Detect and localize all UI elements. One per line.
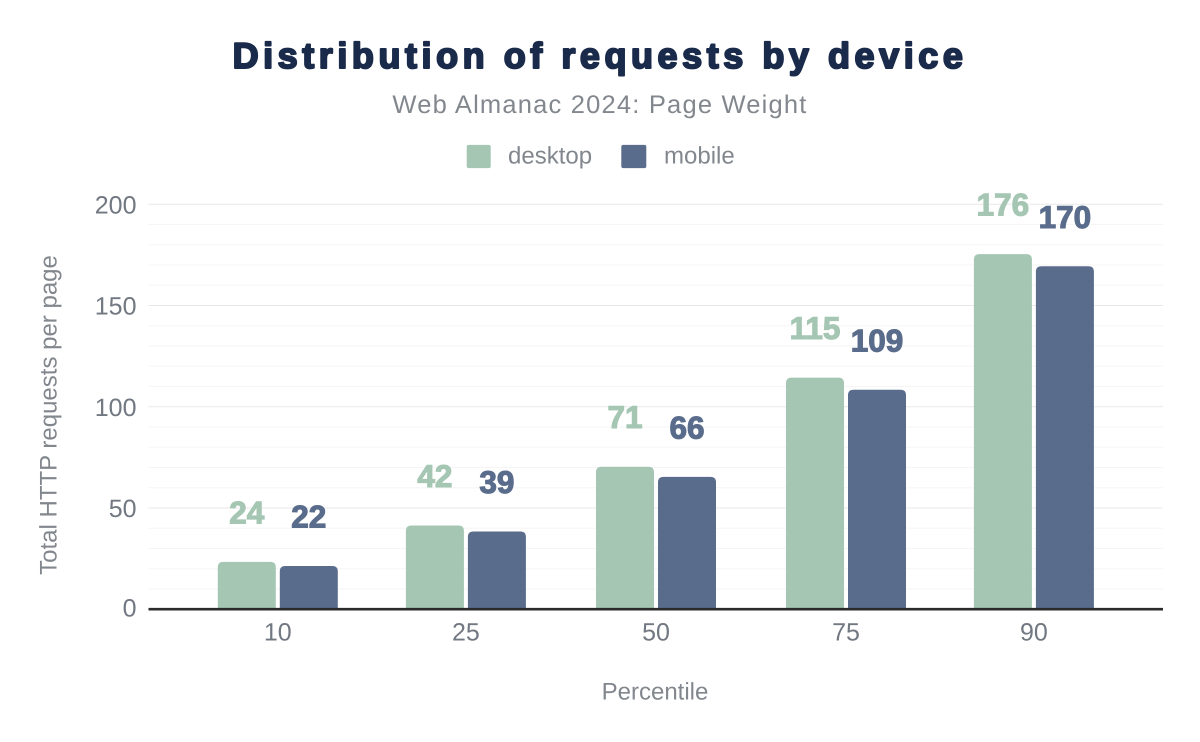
svg-text:150: 150 <box>95 293 137 321</box>
svg-text:Percentile: Percentile <box>602 679 709 706</box>
svg-text:0: 0 <box>123 595 137 623</box>
svg-text:71: 71 <box>607 399 642 435</box>
svg-text:115: 115 <box>790 310 841 346</box>
svg-text:170: 170 <box>1039 199 1092 235</box>
svg-text:50: 50 <box>109 495 137 523</box>
svg-text:22: 22 <box>291 499 326 535</box>
svg-text:24: 24 <box>229 494 265 530</box>
svg-text:176: 176 <box>977 187 1030 223</box>
svg-text:39: 39 <box>479 464 514 500</box>
svg-text:Web Almanac 2024: Page Weight: Web Almanac 2024: Page Weight <box>392 91 807 119</box>
svg-text:mobile: mobile <box>664 143 735 170</box>
svg-text:Distribution of requests by de: Distribution of requests by device <box>233 35 968 76</box>
svg-text:desktop: desktop <box>508 143 592 170</box>
svg-text:10: 10 <box>264 618 292 646</box>
svg-text:25: 25 <box>452 618 480 646</box>
svg-text:109: 109 <box>851 322 904 358</box>
svg-text:200: 200 <box>95 192 137 220</box>
svg-text:42: 42 <box>417 458 452 494</box>
svg-text:100: 100 <box>95 394 137 422</box>
svg-text:50: 50 <box>642 618 670 646</box>
svg-text:75: 75 <box>832 618 860 646</box>
svg-text:66: 66 <box>669 409 704 445</box>
svg-text:Total HTTP requests per page: Total HTTP requests per page <box>36 255 63 575</box>
svg-text:90: 90 <box>1020 618 1048 646</box>
